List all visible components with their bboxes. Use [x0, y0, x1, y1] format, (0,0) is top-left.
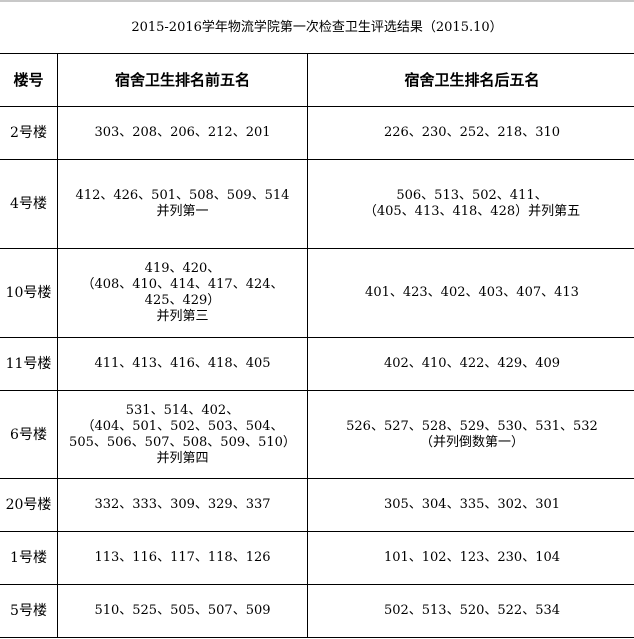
- building-cell: 20号楼: [0, 478, 58, 532]
- top-five-line: （404、501、502、503、504、: [81, 418, 284, 434]
- bottom-five-line: 526、527、528、529、530、531、532: [346, 418, 598, 434]
- top-border: [0, 0, 634, 2]
- top-five-line: 425、429）: [144, 293, 221, 308]
- top-five-line: 332、333、309、329、337: [94, 497, 271, 512]
- top-five-line: 531、514、402、: [125, 402, 240, 418]
- bottom-five-line: （405、413、418、428）并列第五: [363, 204, 581, 219]
- building-cell: 10号楼: [0, 248, 58, 338]
- top-five-line: 412、426、501、508、509、514: [75, 188, 290, 203]
- table-row: 10号楼 419、420、 （408、410、414、417、424、 425、429…: [0, 248, 634, 338]
- top-five-cell: 113、116、117、118、126: [57, 531, 308, 585]
- top-five-line: 510、525、505、507、509: [94, 603, 271, 618]
- building-cell: 1号楼: [0, 531, 58, 585]
- bottom-five-line: 506、513、502、411、: [396, 188, 548, 203]
- top-five-cell: 303、208、206、212、201: [57, 106, 308, 160]
- top-five-line: 419、420、: [144, 261, 221, 276]
- bottom-five-line: 402、410、422、429、409: [383, 356, 561, 371]
- bottom-five-line: 502、513、520、522、534: [383, 603, 561, 618]
- bottom-five-line: 101、102、123、230、104: [383, 550, 561, 565]
- top-five-line: 并列第四: [156, 450, 209, 466]
- header-top-five: 宿舍卫生排名前五名: [57, 53, 308, 107]
- top-five-line: 303、208、206、212、201: [94, 125, 271, 140]
- top-five-cell: 510、525、505、507、509: [57, 584, 308, 638]
- top-five-cell: 419、420、 （408、410、414、417、424、 425、429） 并列第…: [57, 248, 308, 338]
- building-cell: 5号楼: [0, 584, 58, 638]
- table-row: 11号楼 411、413、416、418、405 402、410、422、429、4…: [0, 337, 634, 391]
- header-building: 楼号: [0, 53, 58, 107]
- top-five-line: 505、506、507、508、509、510）: [69, 434, 296, 450]
- building-cell: 6号楼: [0, 390, 58, 479]
- bottom-five-cell: 502、513、520、522、534: [307, 584, 634, 638]
- top-five-line: 113、116、117、118、126: [94, 550, 271, 565]
- bottom-five-cell: 305、304、335、302、301: [307, 478, 634, 532]
- table-row: 2号楼 303、208、206、212、201 226、230、252、218、31…: [0, 106, 634, 160]
- building-cell: 2号楼: [0, 106, 58, 160]
- top-five-cell: 411、413、416、418、405: [57, 337, 308, 391]
- top-five-line: （408、410、414、417、424、: [81, 277, 284, 292]
- top-five-cell: 531、514、402、 （404、501、502、503、504、 505、506…: [57, 390, 308, 479]
- bottom-five-line: （并列倒数第一）: [419, 434, 524, 450]
- bottom-five-cell: 101、102、123、230、104: [307, 531, 634, 585]
- header-row: 楼号 宿舍卫生排名前五名 宿舍卫生排名后五名: [0, 53, 634, 107]
- table-row: 5号楼 510、525、505、507、509 502、513、520、522、53…: [0, 584, 634, 638]
- bottom-five-cell: 506、513、502、411、 （405、413、418、428）并列第五: [307, 159, 634, 249]
- results-table: 楼号 宿舍卫生排名前五名 宿舍卫生排名后五名 2号楼 303、208、206、21…: [0, 53, 634, 638]
- document-title: 2015-2016学年物流学院第一次检查卫生评选结果（2015.10）: [131, 20, 503, 35]
- top-five-line: 并列第三: [156, 309, 209, 324]
- table-row: 20号楼 332、333、309、329、337 305、304、335、302、3…: [0, 478, 634, 532]
- building-cell: 11号楼: [0, 337, 58, 391]
- bottom-five-line: 226、230、252、218、310: [383, 125, 561, 140]
- table-row: 4号楼 412、426、501、508、509、514 并列第一 506、513、50…: [0, 159, 634, 249]
- bottom-five-line: 401、423、402、403、407、413: [365, 285, 579, 300]
- building-cell: 4号楼: [0, 159, 58, 249]
- top-five-cell: 412、426、501、508、509、514 并列第一: [57, 159, 308, 249]
- bottom-five-cell: 526、527、528、529、530、531、532 （并列倒数第一）: [307, 390, 634, 479]
- bottom-five-line: 305、304、335、302、301: [383, 497, 561, 512]
- bottom-five-cell: 226、230、252、218、310: [307, 106, 634, 160]
- top-five-line: 411、413、416、418、405: [94, 356, 271, 371]
- table-row: 1号楼 113、116、117、118、126 101、102、123、230、10…: [0, 531, 634, 585]
- table-row: 6号楼 531、514、402、 （404、501、502、503、504、 505、…: [0, 390, 634, 479]
- top-five-cell: 332、333、309、329、337: [57, 478, 308, 532]
- top-five-line: 并列第一: [156, 204, 209, 219]
- bottom-five-cell: 401、423、402、403、407、413: [307, 248, 634, 338]
- header-bottom-five: 宿舍卫生排名后五名: [307, 53, 634, 107]
- bottom-five-cell: 402、410、422、429、409: [307, 337, 634, 391]
